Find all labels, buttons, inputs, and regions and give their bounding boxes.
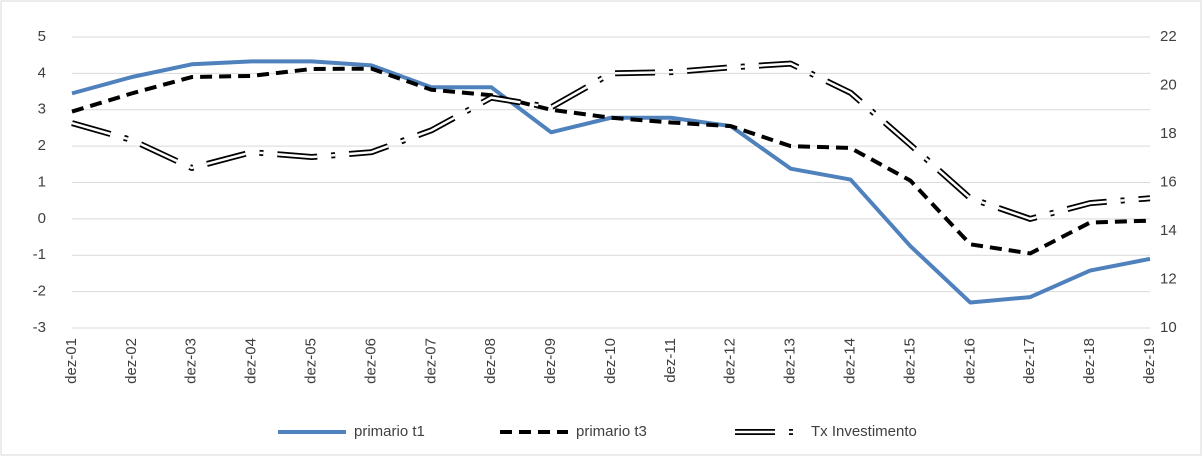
legend-label: Tx Investimento <box>811 423 917 440</box>
x-tick-label: dez-03 <box>183 338 200 384</box>
x-tick-label: dez-07 <box>422 338 439 384</box>
x-tick-label: dez-18 <box>1081 338 1098 384</box>
series-line <box>71 59 1151 305</box>
y-tick-label: -2 <box>33 283 46 300</box>
y2-tick-label: 16 <box>1160 173 1177 190</box>
x-tick-label: dez-04 <box>243 338 260 384</box>
x-tick-label: dez-17 <box>1021 338 1038 384</box>
y-tick-label: 4 <box>38 64 46 81</box>
x-tick-label: dez-16 <box>961 338 978 384</box>
x-tick-label: dez-14 <box>842 338 859 384</box>
x-tick-label: dez-19 <box>1141 338 1158 384</box>
y-tick-label: 3 <box>38 101 46 118</box>
y-tick-label: 1 <box>38 173 46 190</box>
y2-tick-label: 22 <box>1160 28 1177 45</box>
x-tick-label: dez-02 <box>123 338 140 384</box>
x-tick-label: dez-09 <box>542 338 559 384</box>
x-tick-label: dez-06 <box>362 338 379 384</box>
x-tick-label: dez-08 <box>482 338 499 384</box>
x-tick-label: dez-01 <box>63 338 80 384</box>
legend-label: primario t1 <box>354 423 425 440</box>
y2-tick-label: 14 <box>1160 222 1177 239</box>
y-tick-label: 5 <box>38 28 46 45</box>
x-tick-label: dez-11 <box>662 338 679 383</box>
x-tick-label: dez-15 <box>901 338 918 384</box>
y2-tick-label: 20 <box>1160 76 1177 93</box>
y-tick-label: -3 <box>33 319 46 336</box>
x-tick-label: dez-05 <box>303 338 320 384</box>
y2-tick-label: 18 <box>1160 125 1177 142</box>
y2-tick-label: 10 <box>1160 319 1177 336</box>
y-tick-label: 0 <box>38 210 46 227</box>
y-tick-label: 2 <box>38 137 46 154</box>
x-tick-label: dez-13 <box>782 338 799 384</box>
x-tick-label: dez-10 <box>602 338 619 384</box>
y-tick-label: -1 <box>33 246 46 263</box>
y2-tick-label: 12 <box>1160 270 1177 287</box>
legend-label: primario t3 <box>576 423 647 440</box>
x-tick-label: dez-12 <box>722 338 739 384</box>
